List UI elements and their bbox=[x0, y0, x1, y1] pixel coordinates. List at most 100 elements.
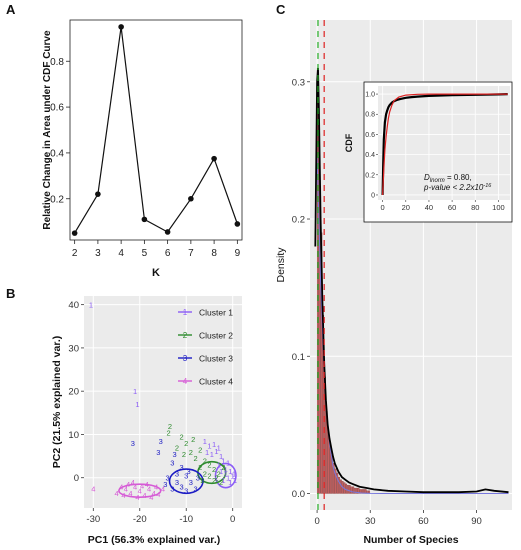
panel-a-xtick-label: 9 bbox=[235, 248, 241, 259]
panel-b-point-cluster-2: 2 bbox=[168, 422, 172, 431]
panel-b-point-cluster-1: 1 bbox=[217, 443, 221, 452]
panel-b-point-cluster-2: 2 bbox=[189, 448, 193, 457]
panel-a-data-point bbox=[164, 229, 171, 235]
panel-b-point-cluster-2: 2 bbox=[191, 435, 195, 444]
inset-xtick-label: 40 bbox=[425, 203, 433, 212]
panel-b-ytick-label: 0 bbox=[74, 473, 79, 484]
panel-b-point-cluster-1: 1 bbox=[233, 476, 237, 485]
inset-ytick-label: 0.6 bbox=[365, 132, 375, 139]
panel-c-xlabel: Number of Species bbox=[363, 534, 458, 546]
inset-xtick-label: 20 bbox=[402, 203, 410, 212]
panel-a-xlabel: K bbox=[152, 267, 160, 279]
panel-b-point-cluster-4: 4 bbox=[154, 482, 158, 491]
panel-c-xtick-label: 30 bbox=[365, 516, 376, 527]
panel-b-ellipse-cluster-3 bbox=[168, 468, 204, 495]
inset-annotation-p-text: p-value < 2.2x10 bbox=[423, 183, 484, 192]
legend-label-cluster-4: Cluster 4 bbox=[199, 377, 233, 387]
panel-b-ylabel: PC2 (21.5% explained var.) bbox=[51, 336, 63, 468]
panel-c-ytick-label: 0.2 bbox=[292, 215, 305, 226]
panel-c-xtick-label: 90 bbox=[471, 516, 482, 527]
inset-ytick-label: 1.0 bbox=[365, 92, 375, 99]
panel-a-ytick-label: 0.8 bbox=[50, 57, 64, 68]
panel-b-point-cluster-1: 1 bbox=[219, 452, 223, 461]
panel-b-point-cluster-1: 1 bbox=[226, 474, 230, 483]
panel-b-point-cluster-4: 4 bbox=[152, 489, 156, 498]
panel-b-point-cluster-3: 3 bbox=[170, 459, 174, 468]
panel-c-histogram-bar bbox=[332, 463, 335, 494]
panel-b-point-cluster-3: 3 bbox=[166, 474, 170, 483]
legend-label-cluster-3: Cluster 3 bbox=[199, 354, 233, 364]
panel-a-ytick-label: 0.2 bbox=[50, 194, 64, 205]
inset-ytick-label: 0.4 bbox=[365, 152, 375, 159]
panel-a-line-chart: 0.2 0.4 0.6 0.8 2 3 4 5 6 7 8 9 K Relative Change … bbox=[42, 19, 243, 279]
panel-c-xtick-label: 60 bbox=[418, 516, 429, 527]
panel-b-point-cluster-1: 1 bbox=[219, 467, 223, 476]
panel-a-data-point bbox=[188, 195, 194, 202]
inset-fitted-cdf bbox=[382, 93, 508, 196]
panel-c-histogram-bar bbox=[350, 486, 353, 494]
panel-b-ytick-label: 40 bbox=[68, 300, 79, 311]
panel-b-point-cluster-4: 4 bbox=[131, 478, 135, 487]
panel-b-ytick-label: 10 bbox=[68, 430, 79, 441]
inset-ytick-label: 0.2 bbox=[365, 172, 375, 179]
inset-ytick-label: 0.8 bbox=[365, 112, 375, 119]
panel-b-xtick-label: -10 bbox=[179, 514, 193, 525]
panel-b-point-cluster-1: 1 bbox=[210, 450, 214, 459]
panel-c-density-curve bbox=[314, 67, 509, 494]
panel-c-histogram-bar bbox=[334, 468, 337, 494]
panel-c-density-histogram: 0.0 0.1 0.2 0.3 0 30 60 90 Number of Species D… bbox=[275, 20, 513, 546]
panel-c-ytick-label: 0.0 bbox=[292, 489, 305, 500]
panel-b-point-cluster-1: 1 bbox=[203, 437, 207, 446]
inset-annotation-p: p-value < 2.2x10-16 bbox=[423, 183, 492, 192]
panel-c-histogram-bar bbox=[359, 489, 362, 494]
panel-a-frame bbox=[69, 19, 243, 241]
panel-c-histogram-bar bbox=[336, 472, 339, 494]
panel-b-point-cluster-4: 4 bbox=[142, 491, 146, 500]
panel-b-point-cluster-2: 2 bbox=[200, 476, 204, 485]
panel-b-point-cluster-4: 4 bbox=[114, 489, 118, 498]
legend-marker-cluster-2: 2 bbox=[183, 331, 188, 340]
panel-b-point-cluster-4: 4 bbox=[140, 482, 144, 491]
inset-annotation-d-sub: lnorm bbox=[430, 178, 445, 184]
panel-c-xtick-label: 0 bbox=[314, 516, 319, 527]
panel-a-series-line bbox=[74, 26, 238, 234]
panel-b-point-cluster-2: 2 bbox=[214, 474, 218, 483]
panel-b-point-cluster-4: 4 bbox=[149, 493, 153, 502]
panel-b-point-cluster-2: 2 bbox=[180, 433, 184, 442]
panel-a-xtick-label: 4 bbox=[118, 248, 124, 259]
panel-b-point-cluster-4: 4 bbox=[126, 480, 130, 489]
panel-b-point-cluster-4: 4 bbox=[145, 480, 149, 489]
panel-b-point-cluster-1: 1 bbox=[224, 465, 228, 474]
legend-label-cluster-2: Cluster 2 bbox=[199, 331, 233, 341]
panel-b-point-cluster-4: 4 bbox=[147, 485, 151, 494]
inset-xtick-label: 60 bbox=[448, 203, 456, 212]
inset-xtick-label: 80 bbox=[471, 203, 479, 212]
panel-b-point-cluster-1: 1 bbox=[89, 301, 93, 310]
panel-c-histogram-bar bbox=[348, 485, 351, 494]
panel-b-point-cluster-1: 1 bbox=[207, 441, 211, 450]
panel-b-ytick-label: 30 bbox=[68, 343, 79, 354]
panel-b-ellipse-cluster-4 bbox=[118, 483, 162, 498]
inset-annotation-d: Dlnorm = 0.80, bbox=[424, 173, 472, 184]
panel-a-data-point bbox=[234, 221, 241, 227]
panel-b-ellipse-cluster-1 bbox=[214, 462, 237, 489]
panel-b-point-cluster-3: 3 bbox=[180, 482, 184, 491]
panel-b-point-cluster-2: 2 bbox=[203, 456, 207, 465]
panel-a-xtick-label: 8 bbox=[211, 248, 217, 259]
panel-b-point-cluster-1: 1 bbox=[221, 456, 225, 465]
panel-b-point-cluster-2: 2 bbox=[184, 439, 188, 448]
panel-c-histogram-bar bbox=[352, 486, 355, 494]
panel-c-histogram-bar bbox=[338, 476, 340, 494]
panel-b-point-cluster-1: 1 bbox=[226, 459, 230, 468]
panel-b-point-cluster-2: 2 bbox=[207, 472, 211, 481]
panel-b-point-cluster-2: 2 bbox=[217, 469, 221, 478]
panel-b-point-cluster-2: 2 bbox=[221, 463, 225, 472]
panel-b-point-cluster-1: 1 bbox=[214, 447, 218, 456]
panel-b-point-cluster-2: 2 bbox=[212, 476, 216, 485]
panel-b-point-cluster-2: 2 bbox=[182, 450, 186, 459]
panel-c-histogram-bar bbox=[354, 487, 356, 494]
panel-a-ytick-label: 0.6 bbox=[50, 103, 64, 114]
legend-marker-cluster-3: 3 bbox=[183, 354, 188, 363]
panel-b-point-cluster-3: 3 bbox=[175, 478, 179, 487]
